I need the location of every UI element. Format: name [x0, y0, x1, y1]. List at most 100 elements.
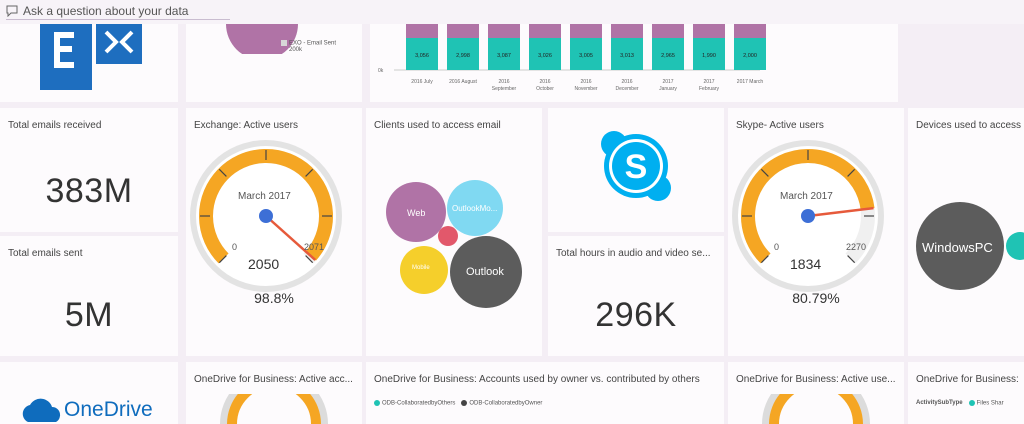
tile-title: Devices used to access	[916, 120, 1022, 131]
bubble-mobile	[400, 246, 448, 294]
bubble-small	[438, 226, 458, 246]
bubble-outlookmo	[447, 180, 503, 236]
devices-bubble-chart	[916, 202, 1024, 290]
gauge-value: 2050	[248, 256, 280, 272]
bubble-label: OutlookMo...	[452, 204, 498, 213]
y-tick-label: 0k	[378, 68, 384, 74]
onedrive-users-gauge	[762, 394, 870, 424]
bar	[570, 38, 602, 70]
onedrive-cloud-icon	[22, 398, 61, 422]
data-label: 3,087	[497, 53, 511, 59]
onedrive-accounts-tile[interactable]: OneDrive for Business: Active acc...	[186, 362, 362, 424]
gauge-tick	[847, 168, 856, 177]
pie-fragment	[226, 24, 298, 54]
gauge-fill	[199, 149, 333, 264]
qa-placeholder: Ask a question about your data	[23, 3, 189, 18]
tile-title: OneDrive for Business: Active use...	[736, 374, 896, 385]
exchange-logo-icon	[40, 24, 142, 90]
x-tick-label: 2017	[662, 79, 673, 85]
legend-item: ODB-CollaboratedbyOthers	[382, 400, 456, 407]
bar-segment-top	[652, 24, 684, 38]
bar-segment-top	[488, 24, 520, 38]
gauge-tick	[305, 255, 314, 264]
onedrive-logo-text: OneDrive	[64, 398, 153, 421]
exchange-logo-tile[interactable]	[0, 24, 178, 102]
bar-segment-top	[734, 24, 766, 38]
tile-title: Exchange: Active users	[194, 120, 298, 131]
data-label: 1,990	[702, 53, 716, 59]
x-tick-label: September	[492, 86, 517, 92]
bar	[488, 38, 520, 70]
bar	[693, 38, 725, 70]
gauge-value: 1834	[790, 256, 822, 272]
bar-segment-top	[611, 24, 643, 38]
legend-title: ActivitySubType	[916, 400, 963, 407]
x-tick-label: 2016	[621, 79, 632, 85]
gauge-fill	[741, 149, 875, 264]
onedrive-files-legend: ActivitySubType Files Shar	[916, 400, 1004, 407]
bubble-label: Web	[407, 208, 426, 218]
gauge-period: March 2017	[238, 191, 291, 202]
monthly-bar-chart-tile[interactable]: 0k 3,056 2016 July 2,998 2016 August 3,087 201…	[370, 24, 898, 102]
x-tick-label: January	[659, 86, 677, 92]
clients-bubble-chart	[386, 180, 522, 308]
svg-text:S: S	[625, 148, 648, 186]
devices-tile[interactable]: Devices used to access WindowsPC	[908, 108, 1024, 356]
tile-title: Skype- Active users	[736, 120, 824, 131]
bubble-outlook	[450, 236, 522, 308]
gauge-percent: 80.79%	[792, 290, 840, 306]
legend-item: Files Shar	[976, 400, 1004, 407]
x-tick-label: November	[574, 86, 597, 92]
tile-title: OneDrive for Business: Accounts used by …	[374, 374, 700, 385]
emails-received-tile[interactable]: Total emails received 383M	[0, 108, 178, 232]
x-tick-label: February	[699, 86, 720, 92]
bar	[529, 38, 561, 70]
kpi-value: 5M	[64, 296, 114, 334]
data-label: 2,998	[456, 53, 470, 59]
tile-title: Total emails received	[8, 120, 102, 131]
gauge-period: March 2017	[780, 191, 833, 202]
gauge-hub	[801, 209, 815, 223]
skype-gauge-tile[interactable]: Skype- Active users March 2017 0 2270 18…	[728, 108, 904, 356]
onedrive-files-tile[interactable]: OneDrive for Business: ActivitySubType F…	[908, 362, 1024, 424]
bar-segment-top	[570, 24, 602, 38]
kpi-value: 383M	[45, 172, 133, 210]
skype-logo-icon: S	[601, 131, 671, 201]
audio-video-tile[interactable]: Total hours in audio and video se... 296…	[548, 236, 724, 356]
skype-logo-tile[interactable]: S	[548, 108, 724, 232]
tile-title: Total hours in audio and video se...	[556, 248, 711, 259]
exchange-gauge-tile[interactable]: Exchange: Active users March 2017 0 2071…	[186, 108, 362, 356]
gauge-tick	[760, 168, 769, 177]
qa-input[interactable]: Ask a question about your data	[6, 2, 230, 20]
data-label: 3,056	[415, 53, 429, 59]
clients-bubble-tile[interactable]: Clients used to access email Web Outlook…	[366, 108, 542, 356]
bubble-windowspc	[916, 202, 1004, 290]
bubble-label: Mobile	[412, 265, 430, 271]
email-sent-legend: EXO - Email Sent 200k	[281, 40, 336, 53]
legend-label: EXO - Email Sent	[289, 40, 337, 47]
tile-title: OneDrive for Business: Active acc...	[194, 374, 353, 385]
onedrive-logo-tile[interactable]: OneDrive	[0, 362, 178, 424]
onedrive-owner-tile[interactable]: OneDrive for Business: Accounts used by …	[366, 362, 724, 424]
onedrive-accounts-gauge	[220, 394, 328, 424]
bar	[611, 38, 643, 70]
tile-title: Clients used to access email	[374, 120, 501, 131]
gauge-min: 0	[774, 242, 780, 252]
bubble-web	[386, 182, 446, 242]
gauge-needle	[807, 206, 874, 218]
x-tick-label: 2017	[703, 79, 714, 85]
onedrive-users-tile[interactable]: OneDrive for Business: Active use...	[728, 362, 904, 424]
email-sent-pie-tile[interactable]: EXO - Email Sent 200k	[186, 24, 362, 102]
gauge-tick	[218, 168, 227, 177]
x-tick-label: December	[615, 86, 638, 92]
bar-segment-top	[693, 24, 725, 38]
bar-segment-top	[406, 24, 438, 38]
gauge-max: 2071	[304, 242, 325, 252]
qa-bar: Ask a question about your data	[0, 0, 1024, 24]
emails-sent-tile[interactable]: Total emails sent 5M	[0, 236, 178, 356]
x-tick-label: October	[536, 86, 554, 92]
x-tick-label: 2016	[539, 79, 550, 85]
bar	[406, 38, 438, 70]
bubble-other	[1006, 232, 1024, 260]
gauge-tick	[218, 255, 227, 264]
